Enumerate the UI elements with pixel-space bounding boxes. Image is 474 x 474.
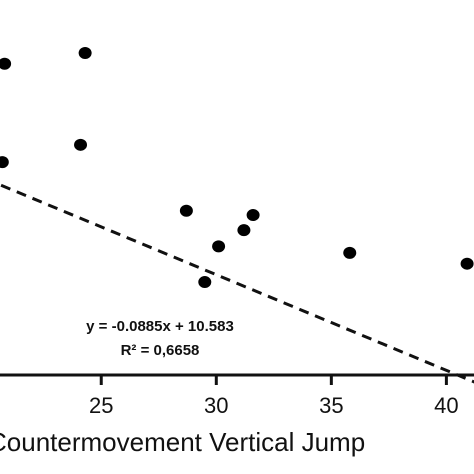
data-point xyxy=(0,156,9,169)
x-tick-label: 35 xyxy=(319,393,343,418)
x-tick-label: 25 xyxy=(89,393,113,418)
data-point xyxy=(212,240,226,253)
data-point xyxy=(246,209,260,222)
data-point xyxy=(179,204,193,217)
data-points xyxy=(0,46,474,289)
data-point xyxy=(237,224,251,237)
r-squared-label: R² = 0,6658 xyxy=(121,342,200,359)
data-point xyxy=(343,246,357,259)
x-tick-label: 30 xyxy=(204,393,228,418)
trendline-equation: y = -0.0885x + 10.583 xyxy=(86,318,234,335)
data-point xyxy=(460,257,474,270)
x-axis-title: Countermovement Vertical Jump xyxy=(0,427,365,457)
trendline xyxy=(0,183,474,384)
x-tick-label: 40 xyxy=(434,393,458,418)
data-point xyxy=(74,138,88,151)
data-point xyxy=(0,57,12,70)
data-point xyxy=(78,46,92,59)
data-point xyxy=(198,276,212,289)
x-axis-ticks: 25 30 35 40 xyxy=(89,375,459,418)
